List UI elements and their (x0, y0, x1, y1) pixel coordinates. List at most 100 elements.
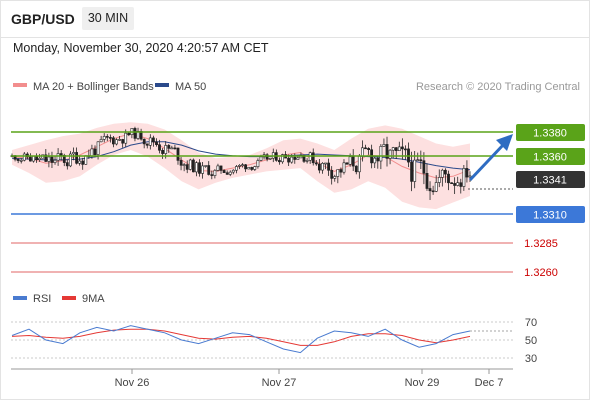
candle (222, 169, 226, 173)
candle-body (443, 169, 447, 175)
candle-body (185, 164, 189, 170)
candle-body (235, 166, 238, 171)
candle (210, 170, 214, 180)
candle-body (379, 146, 383, 162)
candle (293, 153, 297, 164)
candle-body (247, 167, 251, 170)
rsi-line (11, 325, 471, 354)
candle (425, 163, 429, 191)
candle-body (35, 156, 39, 161)
candle-body (345, 162, 349, 165)
candle-body (394, 147, 398, 152)
candle-body (188, 159, 192, 170)
resistance-level-2: 1.3360 (11, 148, 585, 165)
rsi-ma-legend-label: 9MA (82, 293, 105, 305)
candle (213, 169, 217, 179)
candle-body (219, 165, 223, 171)
candle-body (456, 182, 460, 186)
candle (345, 162, 349, 165)
candle (238, 164, 241, 170)
candle-body (447, 173, 450, 184)
candle (416, 152, 420, 162)
candle-body (465, 168, 469, 178)
rsi-ma-line (11, 328, 471, 346)
timeframe-badge[interactable]: 30 MIN (82, 7, 134, 30)
candle-body (385, 144, 389, 159)
x-tick-label: Nov 27 (262, 377, 297, 389)
candle-body (373, 157, 377, 164)
candle (50, 151, 54, 168)
x-tick-label: Nov 26 (115, 377, 150, 389)
candle-body (330, 170, 334, 179)
x-axis-ticks (131, 369, 490, 374)
candle-body (376, 157, 380, 162)
candle-body (437, 177, 441, 183)
candle (422, 152, 426, 185)
candle (321, 162, 324, 174)
candle (317, 159, 321, 174)
candle-body (164, 145, 168, 154)
candle (185, 160, 189, 174)
candle (167, 144, 171, 153)
candle-body (397, 146, 401, 151)
target-level-2: 1.3260 (11, 267, 558, 279)
candle-body (244, 164, 248, 170)
candle-body (195, 162, 198, 173)
candle (314, 160, 318, 166)
candle (253, 165, 257, 171)
candle-body (296, 157, 300, 160)
candle-body (121, 139, 125, 144)
candle (256, 158, 260, 169)
candle (198, 159, 201, 177)
candle-body (277, 160, 281, 163)
candle-body (207, 165, 211, 175)
candle-body (231, 169, 235, 173)
candle-body (400, 146, 404, 150)
candle-body (428, 188, 432, 192)
candle-body (182, 164, 186, 166)
current-price-level: 1.3341 (468, 171, 585, 190)
candle-body (84, 155, 88, 165)
candle (188, 158, 192, 171)
candle-body (72, 152, 75, 155)
candle-body (357, 156, 361, 173)
candle (305, 158, 309, 164)
rsi-tick-30: 30 (525, 353, 537, 365)
timestamp: Monday, November 30, 2020 4:20:57 AM CET (13, 41, 269, 55)
candle (450, 182, 454, 184)
ma20-legend-label: MA 20 + Bollinger Bands (33, 81, 154, 93)
candle (265, 153, 269, 162)
candle-body (38, 157, 42, 160)
candle (241, 163, 244, 168)
candle-body (281, 154, 284, 163)
candle (403, 145, 407, 160)
target-level-1: 1.3285 (11, 238, 558, 250)
candle (112, 136, 115, 148)
candle (158, 139, 161, 154)
x-tick-label: Nov 29 (405, 377, 440, 389)
candle (19, 158, 23, 164)
candle-body (354, 165, 358, 173)
candle-body (69, 153, 72, 167)
candle (468, 171, 472, 182)
current-price-label: 1.3341 (533, 175, 567, 187)
candle-body (176, 147, 180, 161)
candle-body (305, 160, 309, 162)
ma20-legend-swatch (13, 83, 27, 87)
candle-body (382, 144, 386, 147)
target-1-label: 1.3285 (524, 238, 558, 250)
rsi-ma-legend-swatch (62, 296, 76, 300)
candle (142, 138, 146, 149)
candle (231, 169, 235, 175)
candle-body (459, 182, 463, 187)
candle-body (327, 162, 331, 171)
candle (115, 138, 118, 146)
bollinger-band-area (12, 122, 470, 210)
chart-header: GBP/USD 30 MIN (0, 0, 590, 38)
candle-body (115, 139, 118, 145)
candle (462, 165, 466, 191)
candle-body (213, 170, 217, 176)
candle-body (161, 150, 165, 154)
candle-body (90, 148, 94, 157)
candle-body (53, 159, 57, 163)
